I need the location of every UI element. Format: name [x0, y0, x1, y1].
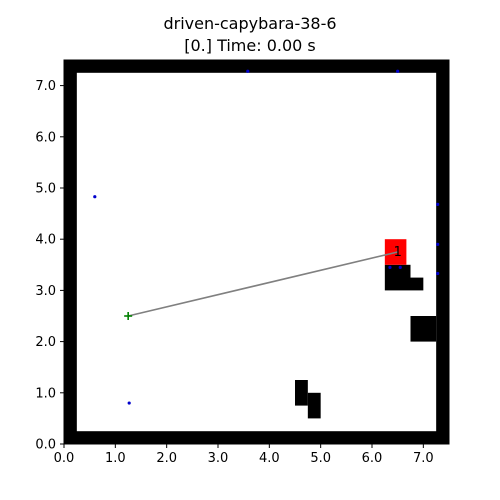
robot-label: 1: [394, 245, 402, 260]
data-point: [436, 271, 440, 276]
data-point: [398, 265, 402, 269]
obstacle: [384, 264, 411, 291]
x-tick-label: 2.0: [156, 451, 177, 466]
obstacle: [295, 380, 308, 406]
wall: [436, 60, 449, 444]
data-point: [93, 195, 97, 199]
x-tick-label: 4.0: [259, 451, 280, 466]
data-point: [436, 202, 440, 206]
figure-title: driven-capybara-38-6: [163, 14, 337, 33]
wall: [64, 60, 77, 444]
y-tick-label: 1.0: [35, 386, 56, 401]
data-point: [127, 401, 131, 405]
x-tick-label: 7.0: [413, 451, 434, 466]
axes-frame: [63, 59, 450, 445]
x-tick-label: 5.0: [310, 451, 331, 466]
data-point: [246, 69, 250, 73]
x-tick-label: 1.0: [105, 451, 126, 466]
x-tick-label: 0.0: [54, 451, 75, 466]
y-tick-label: 4.0: [35, 233, 56, 248]
path-line: [127, 251, 398, 317]
obstacle: [410, 316, 437, 342]
x-tick-label: 6.0: [362, 451, 383, 466]
y-tick-label: 2.0: [35, 335, 56, 350]
y-tick-label: 0.0: [35, 438, 56, 453]
y-tick-label: 3.0: [35, 284, 56, 299]
obstacle: [410, 277, 424, 291]
y-tick-label: 6.0: [35, 130, 56, 145]
y-tick-label: 5.0: [35, 182, 56, 197]
obstacle: [307, 392, 321, 419]
data-point: [436, 242, 440, 246]
x-tick-label: 3.0: [208, 451, 229, 466]
figure-subtitle: [0.] Time: 0.00 s: [184, 36, 316, 55]
wall: [64, 60, 449, 73]
data-point: [388, 265, 392, 269]
data-point: [396, 69, 400, 73]
y-tick-label: 7.0: [35, 79, 56, 94]
wall: [64, 431, 449, 444]
